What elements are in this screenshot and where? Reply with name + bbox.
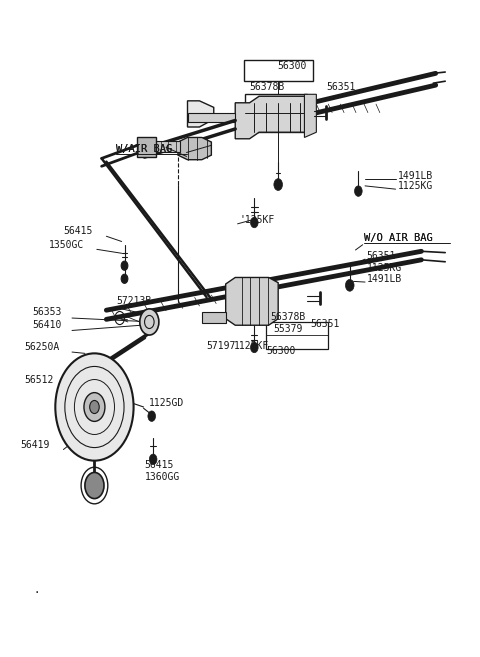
Circle shape [140, 309, 159, 335]
Text: 56419: 56419 [21, 440, 50, 450]
Text: W/AIR BAG: W/AIR BAG [116, 144, 172, 154]
Text: 1491LB: 1491LB [397, 171, 433, 181]
Circle shape [121, 274, 128, 283]
Bar [266, 322, 328, 350]
Text: 1125KG: 1125KG [366, 263, 402, 273]
Text: 56378B: 56378B [270, 312, 305, 322]
Text: 1125GD: 1125GD [148, 398, 184, 408]
Polygon shape [226, 277, 278, 325]
Text: 56378B: 56378B [250, 81, 285, 92]
Text: 1125KF: 1125KF [234, 342, 270, 351]
Polygon shape [235, 97, 307, 139]
Circle shape [251, 342, 258, 353]
Circle shape [90, 401, 99, 413]
Circle shape [84, 393, 105, 421]
Text: 1360GG: 1360GG [144, 472, 180, 482]
Circle shape [149, 454, 157, 464]
Text: '125KF: '125KF [239, 215, 274, 225]
Circle shape [251, 217, 258, 228]
Text: .: . [35, 583, 39, 597]
Text: 57213B: 57213B [116, 296, 151, 306]
Text: W/O AIR BAG: W/O AIR BAG [364, 233, 433, 244]
Circle shape [148, 411, 156, 421]
Text: 56512: 56512 [24, 374, 54, 385]
Polygon shape [178, 137, 211, 160]
Text: 56300: 56300 [278, 61, 307, 72]
Text: 56351: 56351 [311, 319, 340, 329]
Polygon shape [202, 312, 226, 323]
Polygon shape [188, 101, 214, 127]
Text: 56410: 56410 [33, 321, 62, 330]
Circle shape [355, 186, 362, 196]
Circle shape [85, 472, 104, 499]
Polygon shape [188, 112, 235, 122]
Circle shape [274, 179, 282, 191]
Polygon shape [154, 141, 180, 152]
Polygon shape [304, 95, 316, 137]
Bar [245, 95, 307, 132]
Circle shape [121, 261, 128, 270]
Circle shape [346, 279, 354, 291]
Text: 1350GC: 1350GC [49, 240, 84, 250]
Text: 56415: 56415 [144, 461, 174, 470]
Bar [244, 60, 313, 81]
Text: 56415: 56415 [63, 226, 93, 237]
Polygon shape [86, 377, 99, 384]
Text: 56351: 56351 [326, 81, 355, 92]
Text: 56250A: 56250A [24, 342, 60, 352]
Text: 56300: 56300 [267, 346, 296, 356]
Circle shape [55, 353, 133, 461]
Text: 56353: 56353 [33, 307, 62, 317]
Text: 1491LB: 1491LB [366, 274, 402, 284]
Polygon shape [137, 137, 156, 157]
Text: W/O AIR BAG: W/O AIR BAG [364, 233, 433, 244]
Text: 57197: 57197 [206, 342, 236, 351]
Text: 1125KG: 1125KG [397, 181, 433, 191]
Text: W/AIR BAG: W/AIR BAG [116, 144, 172, 154]
Text: 55379: 55379 [274, 325, 303, 334]
Text: 56351: 56351 [366, 251, 396, 261]
